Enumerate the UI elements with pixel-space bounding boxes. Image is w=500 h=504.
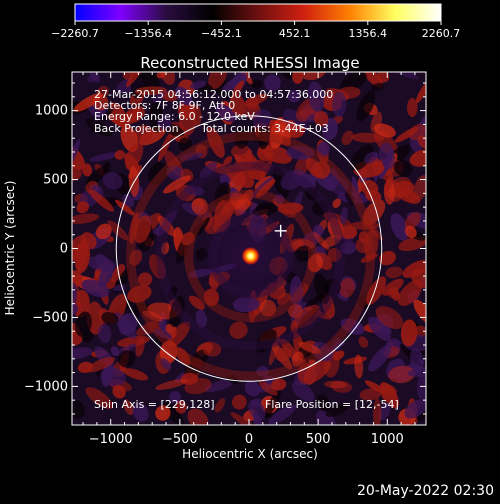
y-tick-label: −500 [32,310,68,325]
colorbar-tick-labels: −2260.7 −1356.4 −452.1 452.1 1356.4 2260.7 [51,27,460,40]
colorbar-tick-label: −452.1 [201,27,242,40]
x-tick-label: 500 [306,432,331,447]
y-tick-label: 500 [43,173,68,188]
footer-date: 20-May-2022 02:30 [357,483,494,499]
x-tick-label: 1000 [371,432,404,447]
y-tick-label: 1000 [35,104,68,119]
y-tick-label: −1000 [24,379,68,394]
flare-position-label: Flare Position = [12,-54] [265,398,399,411]
colorbar-tick-label: 452.1 [279,27,311,40]
y-tick-labels: −1000 −500 0 500 1000 [24,104,68,395]
colorbar-tick-label: 2260.7 [422,27,461,40]
flare-source [241,246,260,265]
spin-axis-label: Spin Axis = [229,128] [94,398,215,411]
solar-limb [115,115,383,382]
info-detectors: Detectors: 7F 8F 9F, Att 0 [94,99,235,112]
colorbar-tick-label: −2260.7 [51,27,99,40]
info-energy-range: Energy Range: 6.0 - 12.0 keV [94,110,255,123]
colorbar-tick-label: 1356.4 [349,27,388,40]
info-block: 27-Mar-2015 04:56:12.000 to 04:57:36.000… [94,88,399,411]
x-axis-label: Heliocentric X (arcsec) [182,447,318,461]
info-method: Back Projection [94,122,179,135]
axis-ticks [72,72,426,425]
x-tick-label: 0 [245,432,253,447]
info-total-counts: Total counts: 3.44E+03 [200,122,329,135]
chart-title: Reconstructed RHESSI Image [140,54,359,72]
info-time-range: 27-Mar-2015 04:56:12.000 to 04:57:36.000 [94,88,333,101]
colorbar-tick-label: −1356.4 [124,27,172,40]
colorbar [74,3,442,22]
heatmap-area [72,72,426,425]
x-tick-label: −1000 [89,432,133,447]
x-tick-label: −500 [162,432,198,447]
colorbar-ticks [74,21,442,25]
x-tick-labels: −1000 −500 0 500 1000 [89,432,404,447]
spin-axis-cross-marker [274,224,287,237]
y-tick-label: 0 [60,242,68,257]
y-axis-label: Heliocentric Y (arcsec) [3,181,17,316]
